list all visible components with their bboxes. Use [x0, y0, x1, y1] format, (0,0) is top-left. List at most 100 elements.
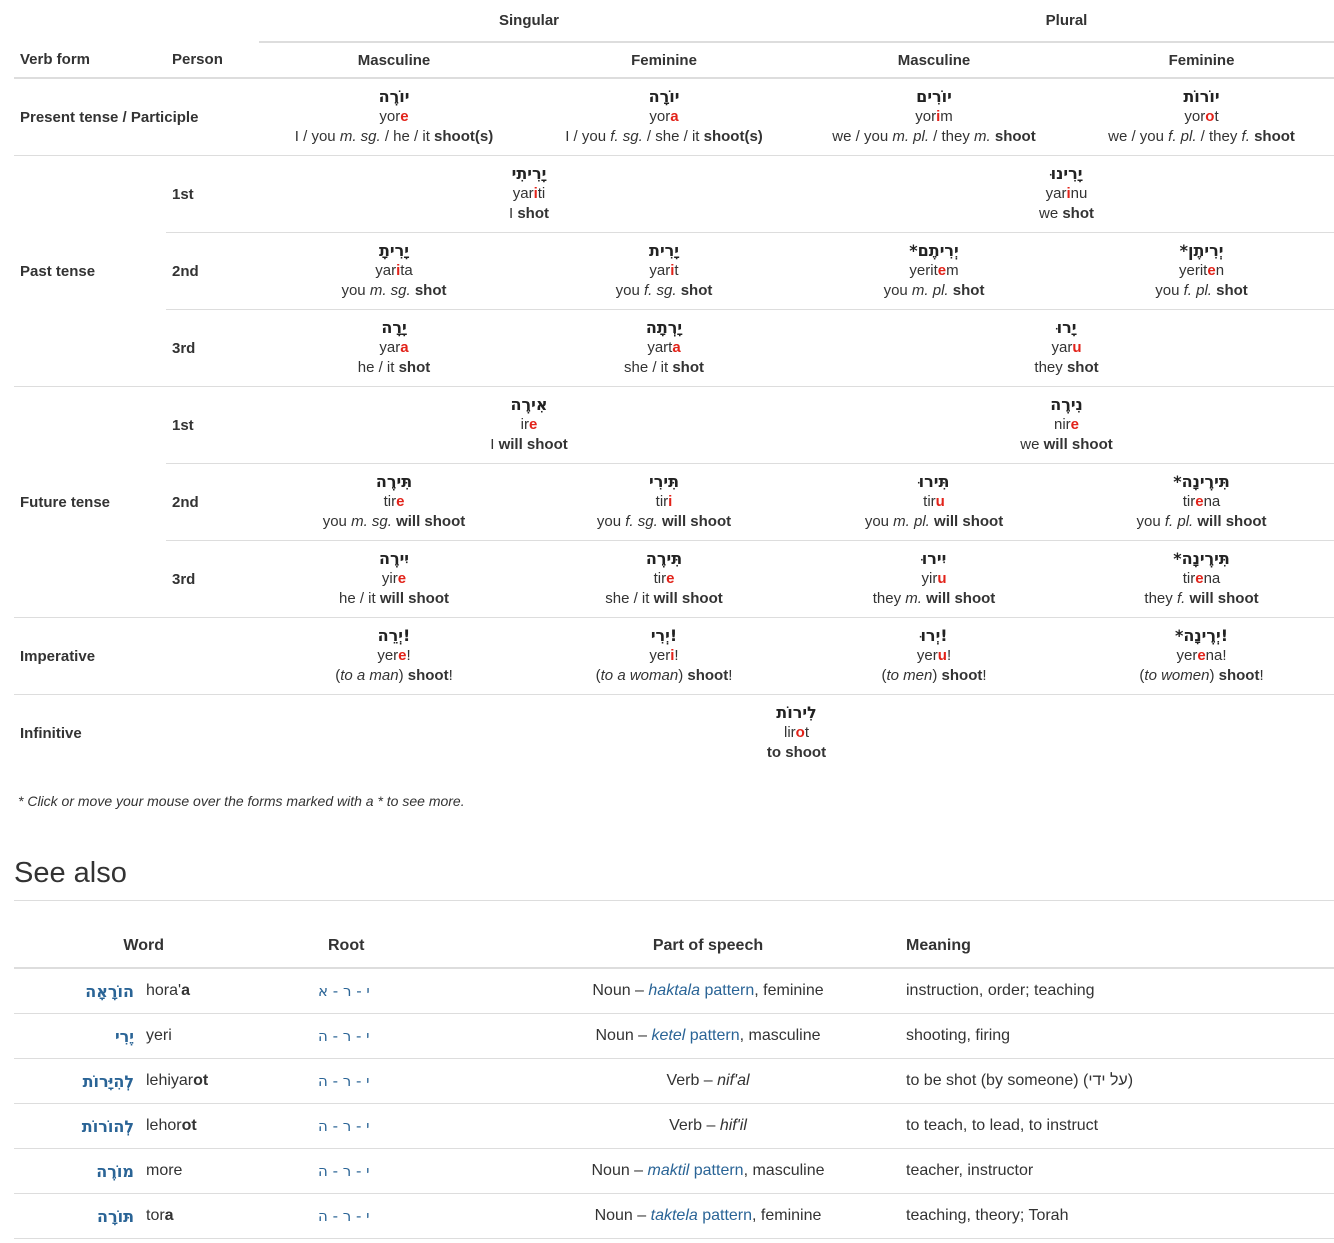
root-link[interactable]: י - ר - ה — [274, 1013, 524, 1059]
verb-form-cell: !יְרֵה yere! (to a man) shoot! — [259, 617, 529, 695]
hebrew-form: !יְרֶינָה* — [1175, 626, 1228, 645]
hebrew-form: יִירוּ — [921, 549, 947, 568]
translit-part: yerit — [909, 262, 938, 279]
meaning: instruction, order; teaching — [892, 968, 1334, 1014]
gloss: (to a woman) shoot! — [595, 667, 733, 684]
hebrew-form: !יְרוּ — [920, 626, 948, 645]
row-label-imperative: Imperative — [14, 617, 259, 695]
hebrew-form: יָרוּ — [1056, 318, 1077, 337]
conjugation-table: Singular Plural Verb form Person Masculi… — [14, 0, 1334, 771]
transliteration: yire — [259, 569, 529, 589]
stressed-vowel: e — [1197, 647, 1206, 664]
stressed-vowel: e — [400, 108, 409, 125]
stressed-vowel: i — [1066, 185, 1071, 202]
verb-form-cell: יִירֶה yire he / it will shoot — [259, 540, 529, 618]
transliteration: yore — [259, 107, 529, 127]
hebrew-form: תִּירֶינָה* — [1173, 472, 1230, 491]
stressed-vowel: e — [397, 570, 407, 587]
part-of-speech: Verb – nif'al — [524, 1058, 892, 1104]
verb-form-cell: אִירֶה ire I will shoot — [259, 386, 800, 464]
root-link[interactable]: י - ר - ה — [274, 1103, 524, 1149]
stressed-vowel: i — [936, 108, 941, 125]
transliteration: yora — [529, 107, 799, 127]
transliteration: nire — [799, 415, 1334, 435]
page: Singular Plural Verb form Person Masculi… — [14, 0, 1334, 1239]
pl-masculine-header: Masculine — [799, 42, 1070, 79]
stressed-vowel: e — [1207, 262, 1216, 279]
word-hebrew-link[interactable]: יֶרִי — [14, 1013, 146, 1059]
verb-form-cell: יָרִית yarit you f. sg. shot — [529, 232, 800, 310]
stressed-vowel: u — [935, 493, 945, 510]
translit-part: yar — [512, 185, 534, 202]
stressed-vowel: e — [1195, 570, 1204, 587]
translit-part: yar — [649, 262, 671, 279]
meaning: teaching, theory; Torah — [892, 1193, 1334, 1239]
root-link[interactable]: י - ר - ה — [274, 1148, 524, 1194]
verb-form-cell: יָרִיתִי yariti I shot — [259, 155, 800, 233]
hebrew-form: תִּירִי — [649, 472, 679, 491]
hebrew-form: יָרָה — [381, 318, 407, 337]
pattern-link[interactable]: haktala pattern — [648, 982, 755, 999]
hebrew-form: יִירֶה — [378, 549, 410, 568]
gloss: she / it shot — [623, 359, 705, 376]
transliteration: yarit — [529, 261, 799, 281]
pattern-link[interactable]: taktela pattern — [650, 1207, 753, 1224]
translit-part: nu — [1070, 185, 1088, 202]
transliteration: yara — [259, 338, 529, 358]
translit-part: yor — [1184, 108, 1206, 125]
stressed-vowel: e — [398, 647, 407, 664]
word-hebrew-link[interactable]: תּוֹרָה — [14, 1193, 146, 1239]
stressed-vowel: u — [937, 647, 947, 664]
hebrew-form: תִּירֶה — [375, 472, 413, 491]
stressed-vowel: o — [795, 724, 805, 741]
transliteration: yarita — [259, 261, 529, 281]
table-row: לְהוֹרוֹת lehorot י - ר - ה Verb – hif'il to… — [14, 1103, 1334, 1149]
verb-form-cell[interactable]: יְרִיתֶם* yeritem you m. pl. shot — [799, 232, 1070, 310]
verb-form-cell: יִירוּ yiru they m. will shoot — [799, 540, 1070, 618]
word-hebrew-link[interactable]: לְהִיָּרוֹת — [14, 1058, 146, 1104]
translit-part: yar — [1045, 185, 1067, 202]
pattern-link[interactable]: ketel pattern — [651, 1027, 740, 1044]
table-row: לְהִיָּרוֹת lehiyarot י - ר - ה Verb – nif'… — [14, 1058, 1334, 1104]
root-link[interactable]: י - ר - ה — [274, 1193, 524, 1239]
transliteration: yeritem — [799, 261, 1069, 281]
hebrew-form: יוֹרוֹת — [1183, 87, 1220, 106]
translit-part: yir — [921, 570, 938, 587]
gloss: you m. pl. shot — [883, 282, 985, 299]
translit-part: m — [946, 262, 959, 279]
person-header: Person — [166, 42, 259, 79]
gloss: you f. pl. will shoot — [1136, 513, 1267, 530]
hebrew-form: יוֹרָה — [648, 87, 680, 106]
verb-form-cell: יָרִיתָ yarita you m. sg. shot — [259, 232, 529, 310]
transliteration: tirena — [1069, 492, 1334, 512]
verb-form-cell[interactable]: יְרִיתֶן* yeriten you f. pl. shot — [1069, 232, 1334, 310]
hebrew-form: יוֹרֶה — [378, 87, 410, 106]
transliteration: tire — [259, 492, 529, 512]
transliteration: yeru! — [799, 646, 1069, 666]
gloss: we will shoot — [1020, 436, 1113, 453]
translit-part: na — [1203, 493, 1221, 510]
root-link[interactable]: י - ר - א — [274, 968, 524, 1014]
stressed-vowel: e — [1070, 416, 1080, 433]
transliteration: yarta — [529, 338, 799, 358]
translit-part: yer — [1176, 647, 1198, 664]
word-hebrew-link[interactable]: מוֹרֶה — [14, 1148, 146, 1194]
verb-form-cell: תִּירֶה tire she / it will shoot — [529, 540, 800, 618]
word-hebrew-link[interactable]: לְהוֹרוֹת — [14, 1103, 146, 1149]
hebrew-form: יָרִיתִי — [511, 164, 547, 183]
verb-form-cell[interactable]: !יְרֶינָה* yerena! (to women) shoot! — [1069, 617, 1334, 695]
stressed-vowel: i — [396, 262, 401, 279]
pattern-link[interactable]: maktil pattern — [647, 1162, 744, 1179]
root-link[interactable]: י - ר - ה — [274, 1058, 524, 1104]
verb-form-cell: יוֹרֶה yore I / you m. sg. / he / it shoot… — [259, 78, 529, 156]
gloss: they shot — [1034, 359, 1099, 376]
verb-form-cell[interactable]: תִּירֶינָה* tirena you f. pl. will shoot — [1069, 463, 1334, 541]
hebrew-form: יְרִיתֶן* — [1179, 241, 1224, 260]
transliteration: tirena — [1069, 569, 1334, 589]
translit-part: na! — [1205, 647, 1227, 664]
word-hebrew-link[interactable]: הוֹרָאָה — [14, 968, 146, 1014]
singular-header: Singular — [259, 0, 800, 43]
verb-form-cell[interactable]: תִּירֶינָה* tirena they f. will shoot — [1069, 540, 1334, 618]
word-header: Word — [14, 924, 274, 969]
gloss: (to women) shoot! — [1139, 667, 1264, 684]
